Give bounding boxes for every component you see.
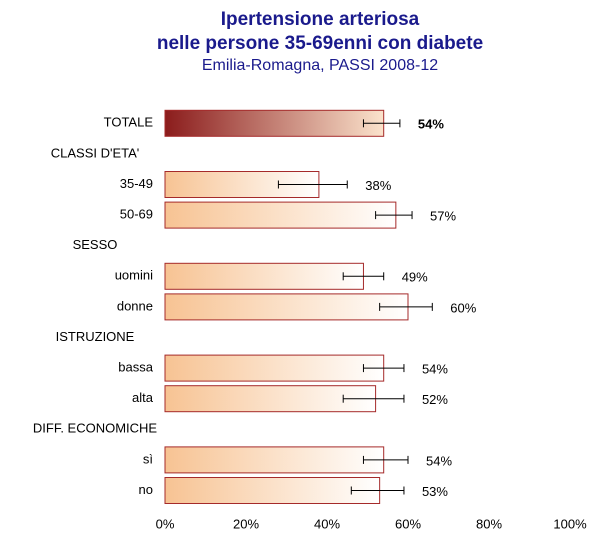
category-label: donne	[117, 298, 153, 313]
section-label: SESSO	[73, 237, 118, 252]
value-label: 49%	[402, 270, 428, 285]
bar	[164, 477, 381, 504]
value-label: 54%	[426, 453, 452, 468]
value-label: 54%	[422, 362, 448, 377]
value-label: 38%	[365, 178, 391, 193]
bar	[164, 293, 409, 321]
value-label: 60%	[450, 300, 476, 315]
value-label: 53%	[422, 484, 448, 499]
value-label: 54%	[418, 117, 444, 132]
chart-title: Ipertensione arteriosa	[221, 9, 420, 30]
bar	[164, 446, 385, 474]
chart-title: nelle persone 35-69enni con diabete	[157, 33, 483, 54]
x-tick-label: 0%	[156, 516, 175, 531]
chart-subtitle: Emilia-Romagna, PASSI 2008-12	[202, 57, 438, 74]
category-label: sì	[143, 451, 153, 466]
category-label: no	[139, 482, 153, 497]
section-label: CLASSI D'ETA'	[51, 145, 140, 160]
category-label: uomini	[115, 268, 153, 283]
x-tick-label: 40%	[314, 516, 340, 531]
x-tick-label: 80%	[476, 516, 502, 531]
category-label: 35-49	[120, 176, 153, 191]
bar	[164, 354, 385, 382]
category-label: bassa	[118, 360, 153, 375]
x-tick-label: 100%	[553, 516, 587, 531]
x-tick-label: 60%	[395, 516, 421, 531]
bar	[164, 109, 385, 137]
value-label: 52%	[422, 392, 448, 407]
x-tick-label: 20%	[233, 516, 259, 531]
bar	[164, 201, 397, 229]
section-label: ISTRUZIONE	[56, 329, 135, 344]
bar	[164, 385, 377, 413]
value-label: 57%	[430, 209, 456, 224]
category-label: 50-69	[120, 207, 153, 222]
category-label: TOTALE	[104, 115, 154, 130]
category-label: alta	[132, 390, 154, 405]
bar	[164, 262, 364, 290]
section-label: DIFF. ECONOMICHE	[33, 421, 158, 436]
